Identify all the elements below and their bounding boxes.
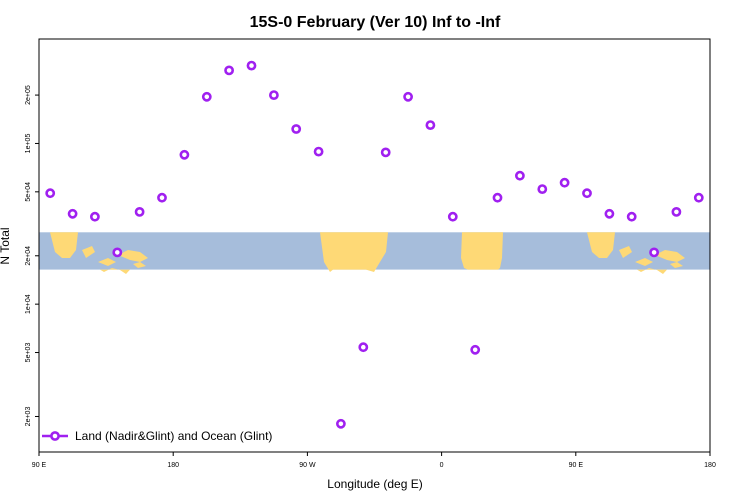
data-point bbox=[291, 124, 302, 134]
data-point bbox=[358, 342, 369, 353]
land-indonesia-2 bbox=[587, 232, 685, 274]
island bbox=[637, 268, 667, 274]
y-tick-label: 2e+05 bbox=[25, 85, 32, 105]
x-axis-label: Longitude (deg E) bbox=[327, 477, 422, 491]
land-indonesia-1 bbox=[50, 232, 148, 274]
data-point bbox=[515, 170, 525, 181]
data-point bbox=[470, 344, 481, 355]
y-tick-label: 1e+05 bbox=[25, 134, 32, 154]
data-point bbox=[45, 188, 56, 199]
map-strip bbox=[39, 232, 710, 274]
data-point bbox=[492, 192, 503, 203]
x-tick-label: 90 E bbox=[569, 462, 584, 469]
legend-marker bbox=[50, 431, 60, 441]
island bbox=[619, 246, 632, 258]
island bbox=[100, 268, 130, 274]
x-tick-label: 90 W bbox=[299, 462, 316, 469]
island bbox=[587, 232, 615, 258]
land-masses bbox=[50, 232, 685, 274]
island bbox=[635, 258, 653, 266]
data-point bbox=[425, 120, 436, 130]
x-tick-label: 90 E bbox=[32, 462, 47, 469]
data-point bbox=[649, 247, 659, 258]
data-point bbox=[626, 211, 637, 222]
data-point bbox=[134, 206, 145, 217]
island bbox=[98, 258, 116, 266]
data-point bbox=[268, 90, 279, 100]
island bbox=[82, 246, 95, 258]
island bbox=[133, 262, 146, 268]
data-point bbox=[582, 188, 592, 199]
island bbox=[118, 250, 148, 262]
x-tick-label: 180 bbox=[704, 462, 716, 469]
data-point bbox=[537, 184, 548, 194]
data-point bbox=[112, 247, 123, 258]
island bbox=[670, 262, 683, 268]
data-point bbox=[447, 211, 458, 222]
land-africa bbox=[461, 232, 503, 270]
data-points bbox=[45, 60, 704, 429]
data-point bbox=[313, 146, 324, 157]
land-south-america bbox=[320, 232, 388, 272]
data-point bbox=[157, 192, 167, 203]
x-tick-label: 180 bbox=[167, 462, 179, 469]
y-axis: 2e+03 5e+03 1e+04 2e+04 5e+04 1e+05 2e+05 bbox=[25, 85, 39, 426]
data-point bbox=[90, 211, 100, 222]
data-point bbox=[559, 177, 570, 188]
data-point bbox=[179, 149, 190, 160]
data-point bbox=[67, 208, 78, 219]
x-axis: 90 E 180 90 W 0 90 E 180 bbox=[32, 452, 716, 469]
data-point bbox=[604, 208, 615, 219]
data-point bbox=[693, 192, 704, 203]
island bbox=[655, 250, 685, 262]
data-point bbox=[224, 65, 234, 76]
y-axis-label: N Total bbox=[0, 227, 12, 264]
x-tick-label: 0 bbox=[440, 462, 444, 469]
y-tick-label: 5e+03 bbox=[25, 343, 32, 363]
y-tick-label: 2e+04 bbox=[25, 246, 32, 266]
y-tick-label: 2e+03 bbox=[25, 407, 32, 427]
plot-frame bbox=[38, 38, 711, 453]
legend-label: Land (Nadir&Glint) and Ocean (Glint) bbox=[75, 429, 272, 443]
data-point bbox=[671, 206, 682, 217]
y-tick-label: 5e+04 bbox=[25, 182, 32, 202]
data-point bbox=[403, 91, 413, 102]
island bbox=[50, 232, 78, 258]
data-point bbox=[201, 91, 212, 102]
data-point bbox=[380, 147, 391, 158]
data-point bbox=[246, 60, 257, 71]
chart-title: 15S-0 February (Ver 10) Inf to -Inf bbox=[250, 14, 501, 31]
y-tick-label: 1e+04 bbox=[25, 294, 32, 314]
data-point bbox=[335, 418, 346, 429]
legend: Land (Nadir&Glint) and Ocean (Glint) bbox=[42, 429, 272, 443]
